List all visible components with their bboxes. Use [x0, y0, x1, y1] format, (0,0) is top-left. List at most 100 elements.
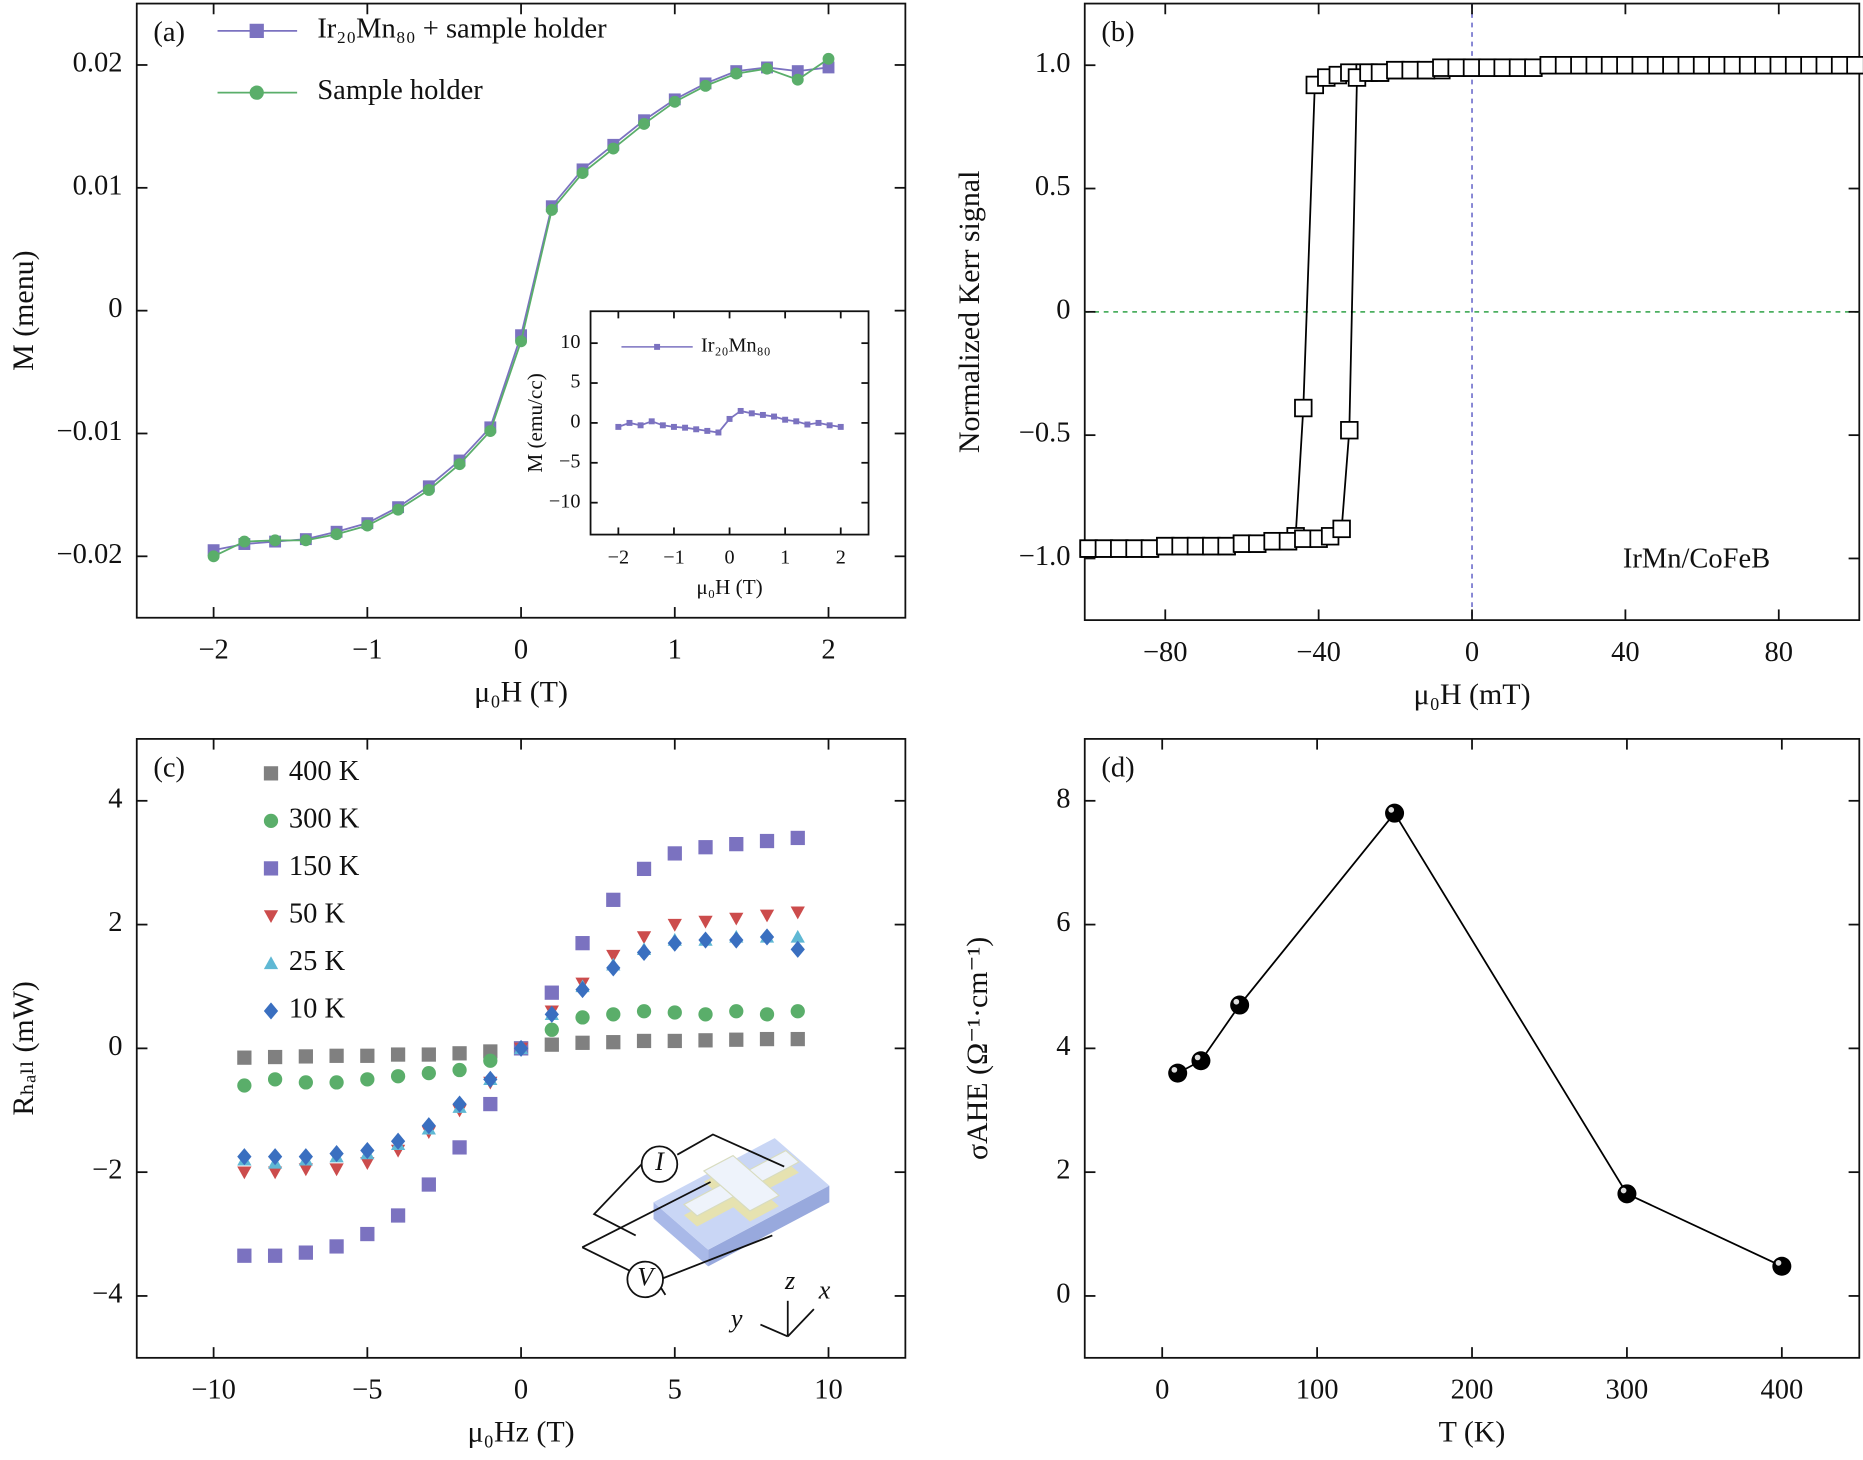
wire	[581, 1181, 711, 1249]
marker	[759, 833, 775, 849]
marker	[1846, 56, 1863, 75]
marker	[636, 943, 652, 961]
marker	[759, 411, 766, 418]
marker	[421, 1066, 436, 1081]
marker	[636, 1004, 652, 1019]
marker	[1385, 803, 1405, 823]
marker	[1772, 1256, 1792, 1276]
marker	[360, 1141, 375, 1160]
x-tick-label: 10	[814, 1375, 843, 1406]
marker	[698, 1007, 713, 1022]
marker	[637, 422, 644, 429]
marker	[360, 1157, 375, 1171]
marker	[575, 936, 590, 951]
x-tick-label: 0	[1155, 1375, 1169, 1406]
marker	[1493, 58, 1512, 77]
marker	[1738, 56, 1758, 75]
marker	[1723, 56, 1742, 75]
marker	[1340, 421, 1359, 440]
marker	[638, 118, 650, 130]
x-tick-label: 2	[821, 634, 835, 665]
legend-marker	[263, 956, 279, 970]
marker	[1386, 60, 1405, 80]
marker	[298, 1049, 313, 1064]
y-tick-label: −0.01	[57, 416, 123, 447]
marker	[698, 931, 713, 949]
x-tick-label: −1	[663, 546, 684, 568]
legend-marker	[263, 766, 279, 781]
marker	[1646, 56, 1666, 75]
marker	[483, 1096, 498, 1112]
marker	[453, 458, 466, 471]
marker	[693, 426, 700, 433]
marker	[207, 544, 220, 557]
marker	[544, 985, 559, 1000]
marker	[1079, 539, 1098, 558]
marker	[626, 419, 633, 426]
marker	[330, 528, 343, 541]
marker	[729, 912, 744, 926]
marker	[790, 830, 805, 846]
x-tick-label: −5	[352, 1375, 382, 1406]
marker-highlight	[1620, 1187, 1627, 1194]
hall-bar-top	[702, 1154, 780, 1212]
y-tick-label: −4	[92, 1278, 122, 1309]
diagram-label: x	[818, 1275, 831, 1304]
marker	[667, 918, 682, 932]
marker	[267, 1049, 283, 1065]
x-tick-label: −2	[608, 546, 629, 568]
label-circle	[640, 1145, 679, 1183]
diagram-label: z	[784, 1266, 795, 1295]
y-tick-label: −10	[549, 490, 581, 512]
marker	[698, 915, 713, 929]
label-circle	[626, 1260, 664, 1299]
x-tick-label: 1	[780, 546, 790, 568]
marker	[759, 1031, 775, 1047]
marker	[748, 410, 755, 417]
marker	[1217, 536, 1236, 556]
y-tick-label: 4	[1056, 1031, 1070, 1062]
marker	[1248, 534, 1267, 553]
y-tick-label: 0	[570, 411, 580, 433]
marker	[1616, 56, 1635, 75]
marker	[729, 1004, 744, 1019]
marker	[1156, 536, 1175, 556]
marker	[269, 534, 282, 547]
marker	[390, 1047, 406, 1062]
marker	[452, 1046, 467, 1061]
wire	[760, 1323, 789, 1338]
y-tick-label: −5	[559, 450, 580, 472]
marker	[1447, 58, 1466, 77]
marker	[1370, 63, 1390, 82]
marker	[267, 1148, 283, 1166]
x-tick-label: 100	[1296, 1375, 1339, 1406]
marker	[791, 65, 804, 78]
marker	[771, 413, 777, 420]
x-tick-label: −2	[198, 634, 228, 665]
marker	[737, 407, 744, 414]
marker	[1554, 56, 1574, 75]
marker	[726, 415, 733, 422]
marker	[1524, 58, 1543, 77]
marker	[575, 1010, 590, 1025]
marker	[698, 840, 713, 855]
y-tick-label: 0.02	[73, 48, 123, 79]
marker	[667, 934, 682, 952]
marker	[704, 427, 711, 434]
marker	[729, 931, 744, 949]
marker	[360, 1226, 375, 1242]
marker	[360, 1072, 375, 1087]
legend-label: 10 K	[289, 993, 346, 1024]
y-tick-label: 4	[108, 783, 122, 814]
wire	[787, 1308, 815, 1338]
marker	[1278, 531, 1298, 551]
x-tick-label: 0	[514, 634, 528, 665]
marker	[790, 906, 805, 920]
marker	[361, 519, 374, 532]
marker	[452, 1095, 467, 1113]
y-tick-label: 0.01	[73, 170, 123, 201]
marker	[421, 1117, 436, 1135]
marker	[729, 1032, 744, 1047]
marker	[729, 836, 744, 852]
marker	[1631, 56, 1650, 75]
